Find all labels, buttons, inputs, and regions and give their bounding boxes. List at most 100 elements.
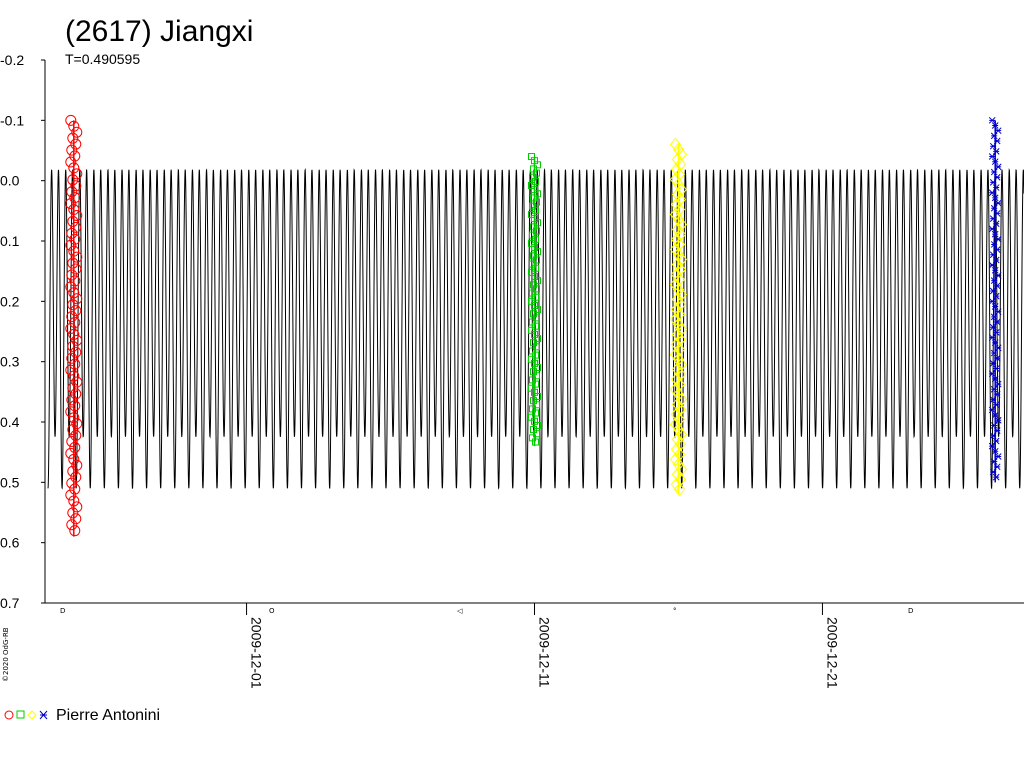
data-point-circle	[66, 394, 78, 406]
data-point-diamond	[671, 257, 684, 272]
data-point-circle	[65, 406, 77, 418]
data-point-square	[530, 194, 537, 202]
data-point-circle	[67, 465, 79, 477]
data-point-star	[988, 261, 996, 269]
data-point-diamond	[671, 222, 684, 237]
data-point-diamond	[669, 312, 682, 327]
data-point-circle	[70, 221, 82, 233]
data-point-star	[991, 122, 999, 129]
data-point-star	[990, 313, 998, 321]
data-point-diamond	[674, 367, 687, 382]
y-tick-label: 0.7	[0, 595, 20, 611]
data-point-star	[988, 116, 996, 124]
data-point-star	[994, 380, 1002, 388]
data-point-star	[993, 318, 1001, 326]
data-point-star	[992, 256, 1000, 264]
data-point-circle	[71, 501, 83, 513]
data-point-diamond	[675, 287, 688, 302]
data-point-square	[531, 273, 538, 281]
data-point-star	[994, 453, 1002, 460]
data-point-star	[989, 432, 997, 440]
data-point-star	[989, 287, 997, 295]
data-point-diamond	[670, 337, 683, 352]
data-point-star	[989, 396, 997, 403]
data-point-diamond	[672, 282, 685, 297]
data-point-circle	[70, 263, 82, 275]
data-point-diamond	[671, 327, 684, 342]
legend: Pierre Antonini	[4, 707, 160, 724]
data-point-star	[994, 416, 1002, 424]
data-point-star	[994, 199, 1002, 207]
data-point-square	[530, 368, 537, 376]
y-ticks: -0.2 -0.1 0.0 0.1 0.2 0.3 0.4 0.5 0.6 0.7	[0, 52, 45, 611]
data-point-circle	[70, 388, 82, 400]
data-point-star	[989, 179, 997, 186]
data-point-star	[990, 204, 998, 212]
data-point-square	[530, 281, 537, 289]
data-point-diamond	[669, 382, 682, 397]
data-point-diamond	[675, 357, 688, 372]
data-point-circle	[67, 215, 79, 227]
data-point-star	[990, 349, 998, 357]
data-point-circle	[69, 525, 81, 537]
data-point-star	[991, 303, 999, 310]
data-point-circle	[65, 156, 77, 168]
data-point-star	[989, 468, 997, 476]
phase-marker: D	[60, 607, 65, 615]
data-point-star	[990, 458, 998, 466]
data-point-circle	[67, 340, 79, 352]
data-point-diamond	[670, 372, 683, 387]
data-point-star	[993, 282, 1001, 290]
data-point-circle	[68, 162, 80, 174]
data-point-square	[530, 426, 537, 434]
data-point-star	[991, 339, 999, 347]
data-point-star	[992, 329, 1000, 336]
data-point-diamond	[670, 407, 683, 422]
data-point-circle	[68, 495, 80, 507]
data-point-star	[994, 272, 1002, 279]
data-point-circle	[66, 352, 78, 364]
data-point-diamond	[674, 332, 687, 347]
data-point-circle	[67, 507, 79, 519]
data-point-diamond	[673, 412, 686, 427]
data-point-circle	[67, 132, 79, 144]
data-point-diamond	[670, 232, 683, 247]
data-point-star	[991, 266, 999, 274]
data-point-diamond	[672, 247, 685, 262]
data-point-star	[992, 437, 1000, 445]
data-point-circle	[70, 305, 82, 317]
data-point-circle	[70, 430, 82, 442]
data-point-circle	[71, 168, 83, 180]
data-point-circle	[66, 435, 78, 447]
data-point-diamond	[669, 137, 682, 152]
data-point-circle	[71, 126, 83, 138]
data-point-star	[989, 323, 997, 331]
data-point-star	[994, 163, 1002, 171]
legend-label: Pierre Antonini	[56, 707, 160, 724]
data-point-circle	[70, 471, 82, 483]
data-point-star	[989, 142, 997, 150]
data-point-star	[993, 246, 1001, 253]
data-point-circle	[66, 144, 78, 156]
data-point-circle	[71, 251, 83, 263]
data-point-star	[988, 153, 996, 160]
data-point-diamond	[673, 307, 686, 322]
data-point-square	[528, 326, 535, 334]
y-tick-label: 0.2	[0, 293, 20, 309]
data-point-circle	[66, 269, 78, 281]
data-point-square	[531, 359, 538, 367]
data-point-diamond	[673, 447, 686, 462]
data-point-square	[529, 289, 536, 297]
data-point-star	[990, 422, 998, 429]
data-point-circle	[66, 186, 78, 198]
data-point-square	[532, 409, 539, 417]
y-tick-label: -0.2	[0, 52, 24, 68]
legend-diamond-marker	[27, 710, 37, 720]
data-point-diamond	[672, 317, 685, 332]
data-point-diamond	[669, 347, 682, 362]
data-point-diamond	[669, 207, 682, 222]
data-point-square	[532, 206, 539, 214]
data-point-circle	[65, 364, 77, 376]
data-point-diamond	[672, 142, 685, 157]
